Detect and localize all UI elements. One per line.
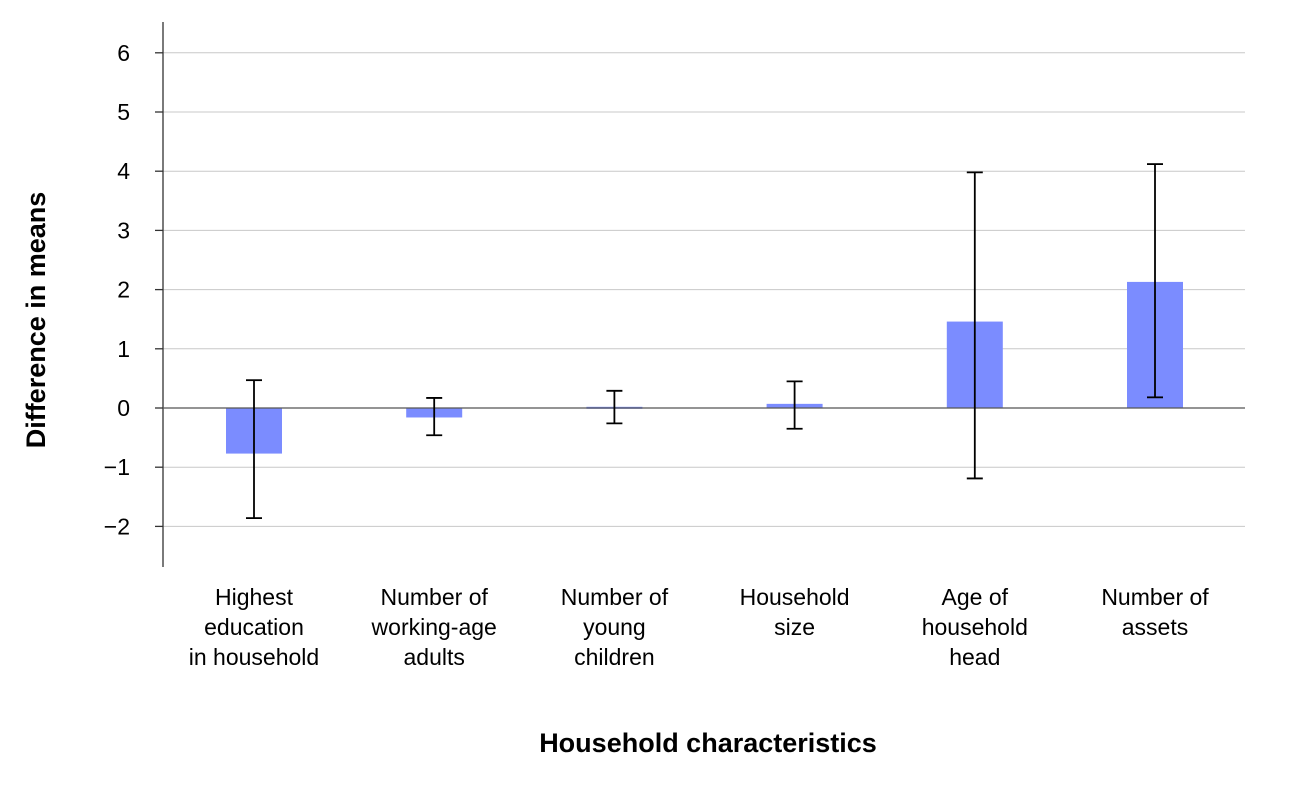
error-bars <box>246 163 1163 520</box>
x-category-label-line: assets <box>1122 614 1188 640</box>
x-category-label-line: Household <box>740 584 850 610</box>
error-bar <box>606 389 623 425</box>
x-category-label: Household size <box>740 584 850 640</box>
error-bar <box>786 380 803 430</box>
y-tick-label: −1 <box>104 454 130 480</box>
y-tick-label: 6 <box>117 40 130 66</box>
x-category-label: Number of working-age adults <box>371 584 497 670</box>
x-category-label-line: working-age <box>371 614 497 640</box>
error-bar <box>246 379 262 520</box>
x-category-label: Number of young children <box>561 584 669 670</box>
error-bar <box>426 397 443 437</box>
x-category-label-line: head <box>949 644 1000 670</box>
error-bar <box>966 171 983 480</box>
x-category-label-line: Age of <box>942 584 1009 610</box>
x-category-label-line: children <box>574 644 655 670</box>
x-axis-title: Household characteristics <box>539 728 877 758</box>
y-tick-label: 3 <box>117 217 130 243</box>
y-tick-labels: 6 5 4 3 2 1 0 −1 −2 <box>104 40 130 540</box>
axes <box>155 22 1245 567</box>
y-tick-label: 5 <box>117 99 130 125</box>
x-category-label: Number of assets <box>1101 584 1209 640</box>
gridlines <box>163 52 1245 527</box>
y-tick-label: 0 <box>117 395 130 421</box>
x-category-label-line: Number of <box>561 584 669 610</box>
y-axis-title: Difference in means <box>21 192 51 449</box>
x-category-label-line: Number of <box>1101 584 1209 610</box>
x-category-label: Highest education in household <box>189 584 319 670</box>
error-bar <box>1147 163 1163 399</box>
x-category-label-line: size <box>774 614 815 640</box>
x-category-label-line: education <box>204 614 304 640</box>
y-tick-label: −2 <box>104 513 130 539</box>
x-category-label-line: adults <box>404 644 465 670</box>
x-category-label-line: young <box>583 614 646 640</box>
y-tick-label: 2 <box>117 277 130 303</box>
y-tick-label: 1 <box>117 336 130 362</box>
y-tick-label: 4 <box>117 158 130 184</box>
bars <box>226 281 1183 454</box>
x-category-labels: Highest education in household Number of wor… <box>189 584 1210 670</box>
x-category-label-line: Number of <box>381 584 489 610</box>
x-category-label-line: household <box>922 614 1028 640</box>
x-category-label-line: in household <box>189 644 319 670</box>
x-category-label: Age of household head <box>922 584 1028 670</box>
x-category-label-line: Highest <box>215 584 294 610</box>
